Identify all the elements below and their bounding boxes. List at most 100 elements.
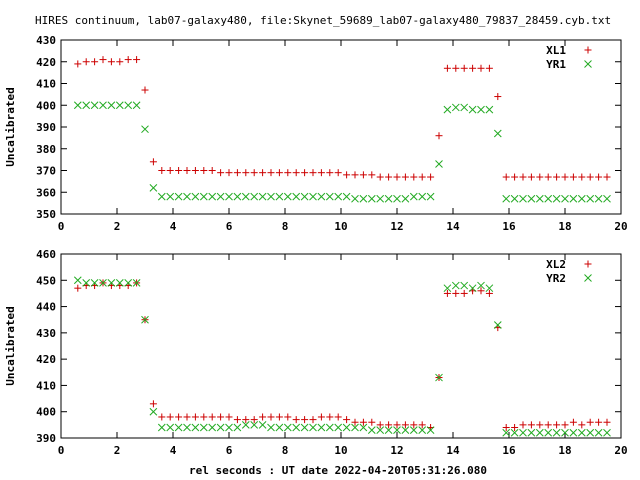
data-point xyxy=(536,421,544,429)
y-tick-label: 400 xyxy=(36,406,56,419)
data-point xyxy=(317,192,326,201)
data-point xyxy=(384,426,393,434)
y-tick-label: 460 xyxy=(36,248,56,261)
x-tick-label: 6 xyxy=(226,220,233,233)
data-point xyxy=(519,428,527,437)
data-point xyxy=(191,192,200,201)
data-point xyxy=(241,421,250,429)
data-point xyxy=(292,192,301,201)
data-point xyxy=(267,192,275,201)
data-point xyxy=(544,428,553,437)
data-point xyxy=(586,428,595,437)
x-tick-label: 2 xyxy=(114,444,121,457)
data-point xyxy=(133,56,141,64)
data-point xyxy=(267,169,275,177)
legend-marker xyxy=(584,60,592,68)
x-tick-label: 18 xyxy=(558,444,571,457)
x-tick-label: 2 xyxy=(114,220,121,233)
data-point xyxy=(452,289,460,297)
data-point xyxy=(485,289,493,297)
y-tick-label: 430 xyxy=(36,34,56,47)
data-point xyxy=(208,167,216,174)
data-point xyxy=(259,413,267,421)
data-point xyxy=(410,173,418,181)
plot-frame xyxy=(60,253,622,439)
data-point xyxy=(401,173,409,181)
data-point xyxy=(569,418,577,426)
data-point xyxy=(511,423,519,431)
data-point xyxy=(149,158,157,166)
data-point xyxy=(385,173,393,181)
data-point xyxy=(99,279,107,287)
data-point xyxy=(469,64,477,72)
data-point xyxy=(334,413,342,421)
data-point xyxy=(107,58,115,66)
data-point xyxy=(292,423,301,432)
data-point xyxy=(351,423,359,432)
data-point xyxy=(107,279,116,287)
x-tick-label: 0 xyxy=(58,220,65,233)
data-point xyxy=(73,101,82,110)
data-point xyxy=(91,58,99,66)
data-point xyxy=(401,194,410,203)
data-point xyxy=(586,173,594,181)
data-point xyxy=(343,171,351,179)
y-tick-label: 450 xyxy=(36,274,56,287)
data-point xyxy=(553,173,561,181)
y-tick-label: 390 xyxy=(36,121,56,134)
data-point xyxy=(317,413,325,421)
data-point xyxy=(199,192,208,201)
data-point xyxy=(569,194,578,203)
x-tick-label: 6 xyxy=(226,444,233,457)
data-point xyxy=(166,192,175,201)
data-point xyxy=(502,173,510,181)
series-YR2 xyxy=(73,276,611,437)
data-point xyxy=(292,416,300,424)
x-tick-label: 14 xyxy=(446,220,460,233)
data-point xyxy=(561,428,569,437)
data-point xyxy=(175,167,183,174)
data-point xyxy=(275,413,283,421)
data-point xyxy=(510,428,519,437)
data-point xyxy=(233,423,242,432)
y-tick-label: 380 xyxy=(36,143,56,156)
data-point xyxy=(502,194,511,203)
x-tick-label: 10 xyxy=(334,220,347,233)
data-point xyxy=(225,423,233,432)
y-tick-label: 420 xyxy=(36,353,56,366)
data-point xyxy=(242,169,250,177)
data-point xyxy=(90,101,99,110)
data-point xyxy=(527,173,535,181)
data-point xyxy=(510,194,519,203)
data-point xyxy=(435,373,443,382)
legend-label: YR1 xyxy=(546,58,566,71)
data-point xyxy=(384,194,393,203)
data-point xyxy=(569,173,577,181)
data-point xyxy=(342,423,351,432)
data-point xyxy=(460,289,468,297)
data-point xyxy=(258,421,267,429)
y-tick-label: 390 xyxy=(36,432,56,445)
data-point xyxy=(376,421,384,429)
data-point xyxy=(225,169,233,177)
data-point xyxy=(309,192,317,201)
data-point xyxy=(477,281,485,290)
data-point xyxy=(368,418,376,426)
y-tick-label: 410 xyxy=(36,78,56,91)
data-point xyxy=(460,281,469,290)
data-point xyxy=(603,418,611,426)
data-point xyxy=(149,184,158,192)
data-point xyxy=(284,413,292,421)
data-point xyxy=(502,423,510,431)
data-point xyxy=(561,194,569,203)
x-tick-label: 20 xyxy=(614,220,627,233)
data-point xyxy=(141,315,149,324)
data-point xyxy=(586,418,594,426)
data-point xyxy=(174,423,183,432)
data-point xyxy=(595,173,603,181)
data-point xyxy=(183,192,191,201)
data-point xyxy=(494,93,502,101)
data-point xyxy=(132,279,141,287)
